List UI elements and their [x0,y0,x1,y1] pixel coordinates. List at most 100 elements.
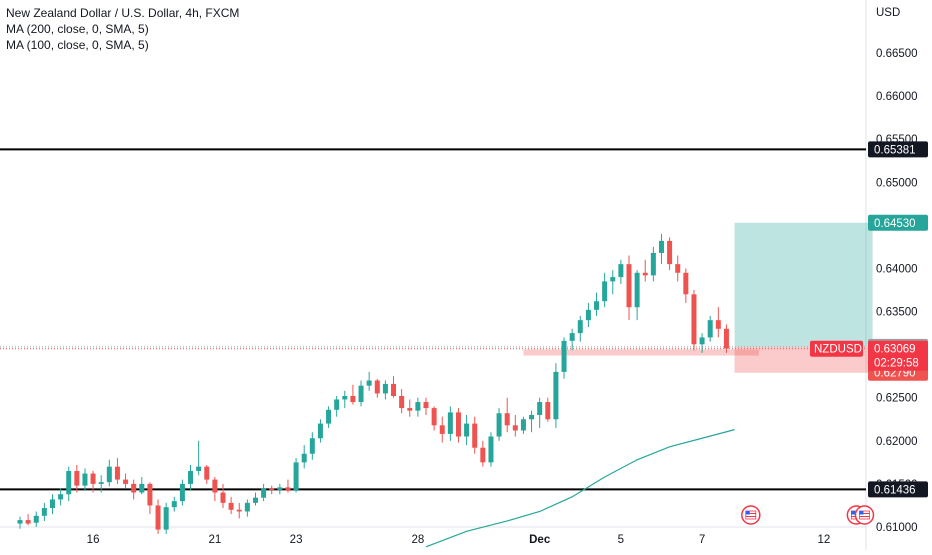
candle-body [236,509,242,512]
candle-body [139,483,145,493]
y-tick-label: 0.61000 [876,522,918,534]
y-tick-label: 0.63500 [876,307,918,319]
candle-body [707,320,713,338]
candle-body [301,453,307,463]
moving-average-line [425,429,735,548]
candle-body [537,402,543,415]
flag-canton [859,511,864,515]
indicator-ma-100[interactable]: MA (100, close, 0, SMA, 5) [6,38,149,52]
candle-body [309,438,315,454]
candle-body [553,371,559,420]
candle-body [277,487,283,490]
hline-price-label: 0.65381 [874,144,916,156]
x-tick-label: 12 [817,534,830,546]
candle-body [391,383,397,397]
candle-body [204,466,210,480]
candle-body [634,272,640,308]
x-tick-label: 16 [87,534,100,546]
position-price-label: 0.64530 [874,218,916,230]
candle-body [561,340,567,372]
candle-body [626,264,632,308]
candle-body [415,402,421,411]
indicator-ma-200[interactable]: MA (200, close, 0, SMA, 5) [6,22,149,36]
candle-body [342,396,348,400]
candle-body [350,396,356,403]
candle-body [123,479,129,484]
candle-body [594,301,600,310]
take-profit-zone[interactable] [734,222,873,347]
candle-body [577,320,583,334]
candle-body [179,483,185,502]
position-price-label: 0.62790 [874,368,916,380]
candle-body [244,502,250,512]
candle-body [171,501,177,508]
symbol-tag[interactable]: NZDUSD [814,344,862,356]
candle-body [683,272,689,295]
candle-body [261,488,267,498]
hline-price-label-bg [868,141,928,158]
candle-body [252,497,258,503]
candle-body [431,408,437,426]
candle-body [642,272,648,276]
candle-body [366,380,372,386]
candle-body [512,425,518,431]
candle-body [374,380,380,394]
candle-body [358,385,364,403]
candle-body [529,414,535,420]
candle-body [326,409,332,424]
candle-body [269,488,275,490]
candle-body [285,487,291,491]
candle-body [439,425,445,434]
candle-body [155,505,161,530]
candle-body [602,281,608,302]
y-tick-label: 0.66000 [876,91,918,103]
candle-body [212,479,218,493]
candle-body [699,337,705,345]
y-tick-label: 0.64000 [876,263,918,275]
flag-field [745,510,757,520]
candle-body [545,402,551,420]
candle-body [334,399,340,410]
candle-body [585,309,591,321]
candle-body [25,520,31,524]
candle-body [41,508,47,516]
symbol-title[interactable]: New Zealand Dollar / U.S. Dollar, 4h, FX… [6,6,240,20]
entry-zone-rect[interactable] [523,349,759,356]
x-tick-label: Dec [529,534,551,546]
hline-price-label-bg [868,481,928,498]
candle-body [196,466,202,471]
candle-body [407,408,413,411]
candle-body [66,470,72,495]
flag-field [859,510,870,520]
symbol-tag-bg[interactable] [810,340,863,357]
candle-body [317,423,323,439]
us-flag-icon[interactable] [854,505,875,525]
x-tick-label: 21 [208,534,221,546]
flag-canton [851,511,856,515]
candle-body [293,462,299,491]
x-tick-label: 23 [290,534,303,546]
candle-body [147,483,153,506]
candle-body [658,240,664,253]
candle-body [504,413,510,426]
candle-body [114,466,120,480]
candle-body [618,264,624,278]
y-tick-label: 0.62000 [876,436,918,448]
x-tick-label: 7 [699,534,705,546]
y-tick-label: 0.66500 [876,48,918,60]
candle-body [496,413,502,437]
candle-body [464,423,470,437]
candle-body [667,240,673,265]
candle-body [74,470,80,486]
candle-body [715,320,721,329]
candle-body [569,333,575,341]
candle-body [691,294,697,345]
candle-body [423,402,429,409]
currency-label: USD [876,7,900,19]
candle-body [399,396,405,409]
us-flag-icon[interactable] [741,505,761,525]
candle-body [228,502,234,510]
hline-price-label: 0.61436 [874,484,916,496]
